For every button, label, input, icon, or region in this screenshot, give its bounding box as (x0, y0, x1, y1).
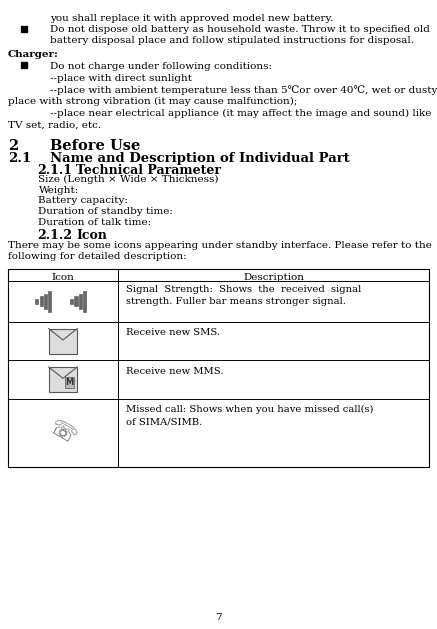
Text: M: M (66, 378, 73, 387)
Text: Before Use: Before Use (50, 139, 141, 153)
Text: Receive new SMS.: Receive new SMS. (126, 328, 220, 337)
Text: 7: 7 (215, 613, 222, 622)
Text: Icon: Icon (52, 273, 74, 282)
Text: Receive new MMS.: Receive new MMS. (126, 367, 223, 376)
Text: Do not charge under following conditions:: Do not charge under following conditions… (50, 62, 272, 70)
Text: strength. Fuller bar means stronger signal.: strength. Fuller bar means stronger sign… (126, 297, 346, 306)
FancyBboxPatch shape (49, 367, 77, 392)
Bar (44, 294, 47, 309)
Bar (79, 294, 82, 309)
Text: place with strong vibration (it may cause malfunction);: place with strong vibration (it may caus… (8, 97, 297, 106)
Text: of SIMA/SIMB.: of SIMA/SIMB. (126, 417, 202, 426)
Text: Size (Length × Wide × Thickness): Size (Length × Wide × Thickness) (38, 175, 219, 184)
Text: Name and Description of Individual Part: Name and Description of Individual Part (50, 152, 350, 165)
Text: battery disposal place and follow stipulated instructions for disposal.: battery disposal place and follow stipul… (50, 36, 414, 45)
Text: --place with ambient temperature less than 5℃or over 40℃, wet or dusty: --place with ambient temperature less th… (50, 86, 437, 96)
Text: TV set, radio, etc.: TV set, radio, etc. (8, 121, 101, 130)
Text: Technical Parameter: Technical Parameter (76, 164, 222, 177)
Bar (8, 269, 429, 467)
Text: 2.1.1: 2.1.1 (37, 164, 72, 177)
Text: Missed call: Shows when you have missed call(s): Missed call: Shows when you have missed … (126, 405, 373, 415)
Bar (83, 291, 87, 311)
Text: 2.1: 2.1 (8, 152, 31, 165)
Text: you shall replace it with approved model new battery.: you shall replace it with approved model… (50, 14, 333, 23)
Text: Charger:: Charger: (8, 50, 59, 58)
Text: Signal  Strength:  Shows  the  received  signal: Signal Strength: Shows the received sign… (126, 285, 361, 294)
Text: Duration of talk time:: Duration of talk time: (38, 218, 152, 226)
Bar (48, 291, 52, 311)
Text: Weight:: Weight: (38, 186, 79, 194)
Bar (35, 299, 38, 304)
FancyBboxPatch shape (49, 328, 77, 353)
Text: Icon: Icon (76, 229, 108, 242)
Text: Battery capacity:: Battery capacity: (38, 196, 128, 205)
Text: 2.1.2: 2.1.2 (37, 229, 72, 242)
Text: Description: Description (243, 273, 304, 282)
Text: 2: 2 (8, 139, 18, 153)
Text: following for detailed description:: following for detailed description: (8, 252, 187, 260)
Text: There may be some icons appearing under standby interface. Please refer to the: There may be some icons appearing under … (8, 241, 432, 250)
Text: --place near electrical appliance (it may affect the image and sound) like: --place near electrical appliance (it ma… (50, 109, 432, 118)
Text: ☏: ☏ (46, 417, 80, 448)
Text: --place with direct sunlight: --place with direct sunlight (50, 74, 192, 82)
Bar (74, 296, 78, 306)
Text: Do not dispose old battery as household waste. Throw it to specified old: Do not dispose old battery as household … (50, 25, 430, 34)
Bar (70, 299, 73, 304)
Bar (39, 296, 43, 306)
Text: Duration of standby time:: Duration of standby time: (38, 207, 173, 216)
